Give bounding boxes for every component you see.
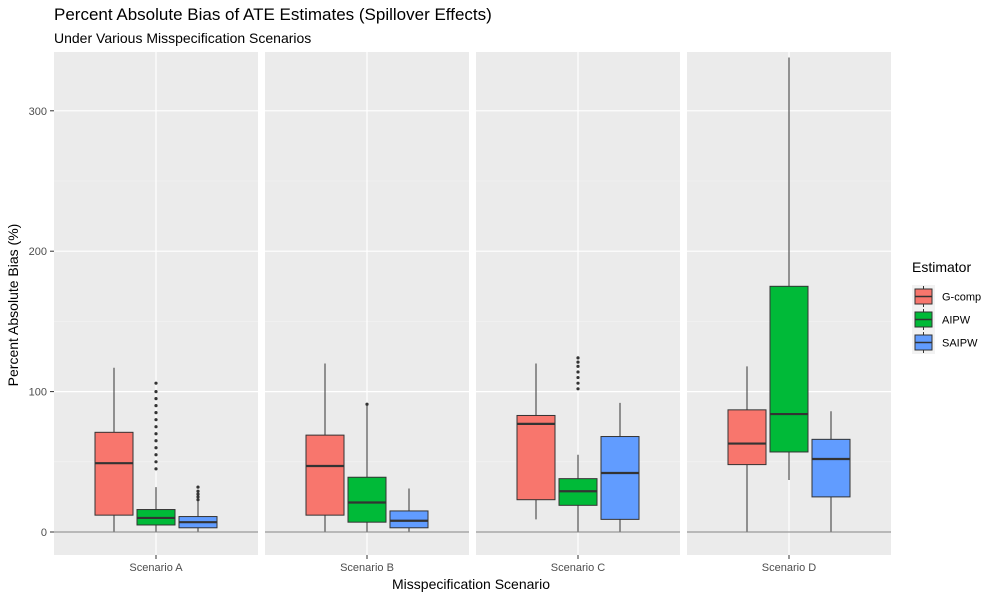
box-saipw xyxy=(178,485,218,532)
outlier-point xyxy=(196,495,200,499)
legend-label: SAIPW xyxy=(942,338,978,350)
box-saipw xyxy=(600,402,640,532)
facet-panels: Scenario A Scenario B Scenario C Scenario D xyxy=(54,52,891,574)
x-tick-label: Scenario C xyxy=(551,562,605,574)
outlier-point xyxy=(154,411,158,415)
y-tick-label: 200 xyxy=(29,246,47,258)
outlier-point xyxy=(154,425,158,429)
box-g-comp xyxy=(305,363,345,532)
panel-scenario-c: Scenario C xyxy=(476,52,680,574)
box-iqr xyxy=(347,476,387,523)
box-iqr xyxy=(389,510,429,529)
x-tick-label: Scenario D xyxy=(762,562,816,574)
box-aipw xyxy=(136,381,176,532)
box-aipw xyxy=(558,356,598,532)
outlier-point xyxy=(576,356,580,360)
box-g-comp xyxy=(727,366,767,532)
y-tick-label: 0 xyxy=(41,527,47,539)
legend-item-g-comp: G-comp xyxy=(912,285,981,308)
box-iqr xyxy=(727,409,767,466)
box-aipw xyxy=(769,57,809,481)
outlier-point xyxy=(196,489,200,493)
chart-subtitle: Under Various Misspecification Scenarios xyxy=(54,30,311,46)
legend-label: G-comp xyxy=(942,292,981,304)
box-iqr xyxy=(94,431,134,516)
x-axis-title: Misspecification Scenario xyxy=(392,576,550,592)
outlier-point xyxy=(576,387,580,391)
box-iqr xyxy=(811,438,851,498)
outlier-point xyxy=(576,370,580,374)
outlier-point xyxy=(154,439,158,443)
outlier-point xyxy=(154,418,158,422)
outlier-point xyxy=(154,404,158,408)
box-iqr xyxy=(600,436,640,520)
legend-item-aipw: AIPW xyxy=(912,308,971,331)
outlier-point xyxy=(576,360,580,364)
box-saipw xyxy=(389,488,429,532)
outlier-point xyxy=(576,375,580,380)
box-iqr xyxy=(769,285,809,453)
box-iqr xyxy=(516,414,556,501)
y-tick-label: 300 xyxy=(29,106,47,118)
box-g-comp xyxy=(94,367,134,532)
legend: Estimator G-comp AIPW SAIPW xyxy=(912,259,981,354)
panel-scenario-d: Scenario D xyxy=(687,52,891,574)
y-axis-title: Percent Absolute Bias (%) xyxy=(5,224,21,387)
outlier-point xyxy=(154,467,158,471)
outlier-point xyxy=(576,381,580,385)
panel-scenario-b: Scenario B xyxy=(265,52,469,574)
box-saipw xyxy=(811,411,851,532)
outlier-point xyxy=(154,453,158,457)
legend-title: Estimator xyxy=(912,259,971,275)
legend-items: G-comp AIPW SAIPW xyxy=(912,285,981,354)
panel-scenario-a: Scenario A xyxy=(54,52,258,574)
outlier-point xyxy=(196,492,200,496)
outlier-point xyxy=(365,402,369,406)
y-axis: 0 100 200 300 xyxy=(29,106,54,539)
chart-title: Percent Absolute Bias of ATE Estimates (… xyxy=(54,5,492,24)
y-tick-label: 100 xyxy=(29,387,47,399)
outlier-point xyxy=(154,390,158,394)
box-aipw xyxy=(347,402,387,532)
outlier-point xyxy=(154,460,158,464)
x-tick-label: Scenario A xyxy=(129,562,183,574)
legend-item-saipw: SAIPW xyxy=(912,331,978,354)
outlier-point xyxy=(576,364,580,368)
x-tick-label: Scenario B xyxy=(340,562,394,574)
outlier-point xyxy=(154,432,158,436)
box-iqr xyxy=(305,434,345,516)
box-g-comp xyxy=(516,363,556,520)
outlier-point xyxy=(196,485,200,489)
legend-label: AIPW xyxy=(942,315,971,327)
outlier-point xyxy=(154,446,158,450)
outlier-point xyxy=(154,381,158,385)
outlier-point xyxy=(154,397,158,401)
outlier-point xyxy=(196,498,200,502)
